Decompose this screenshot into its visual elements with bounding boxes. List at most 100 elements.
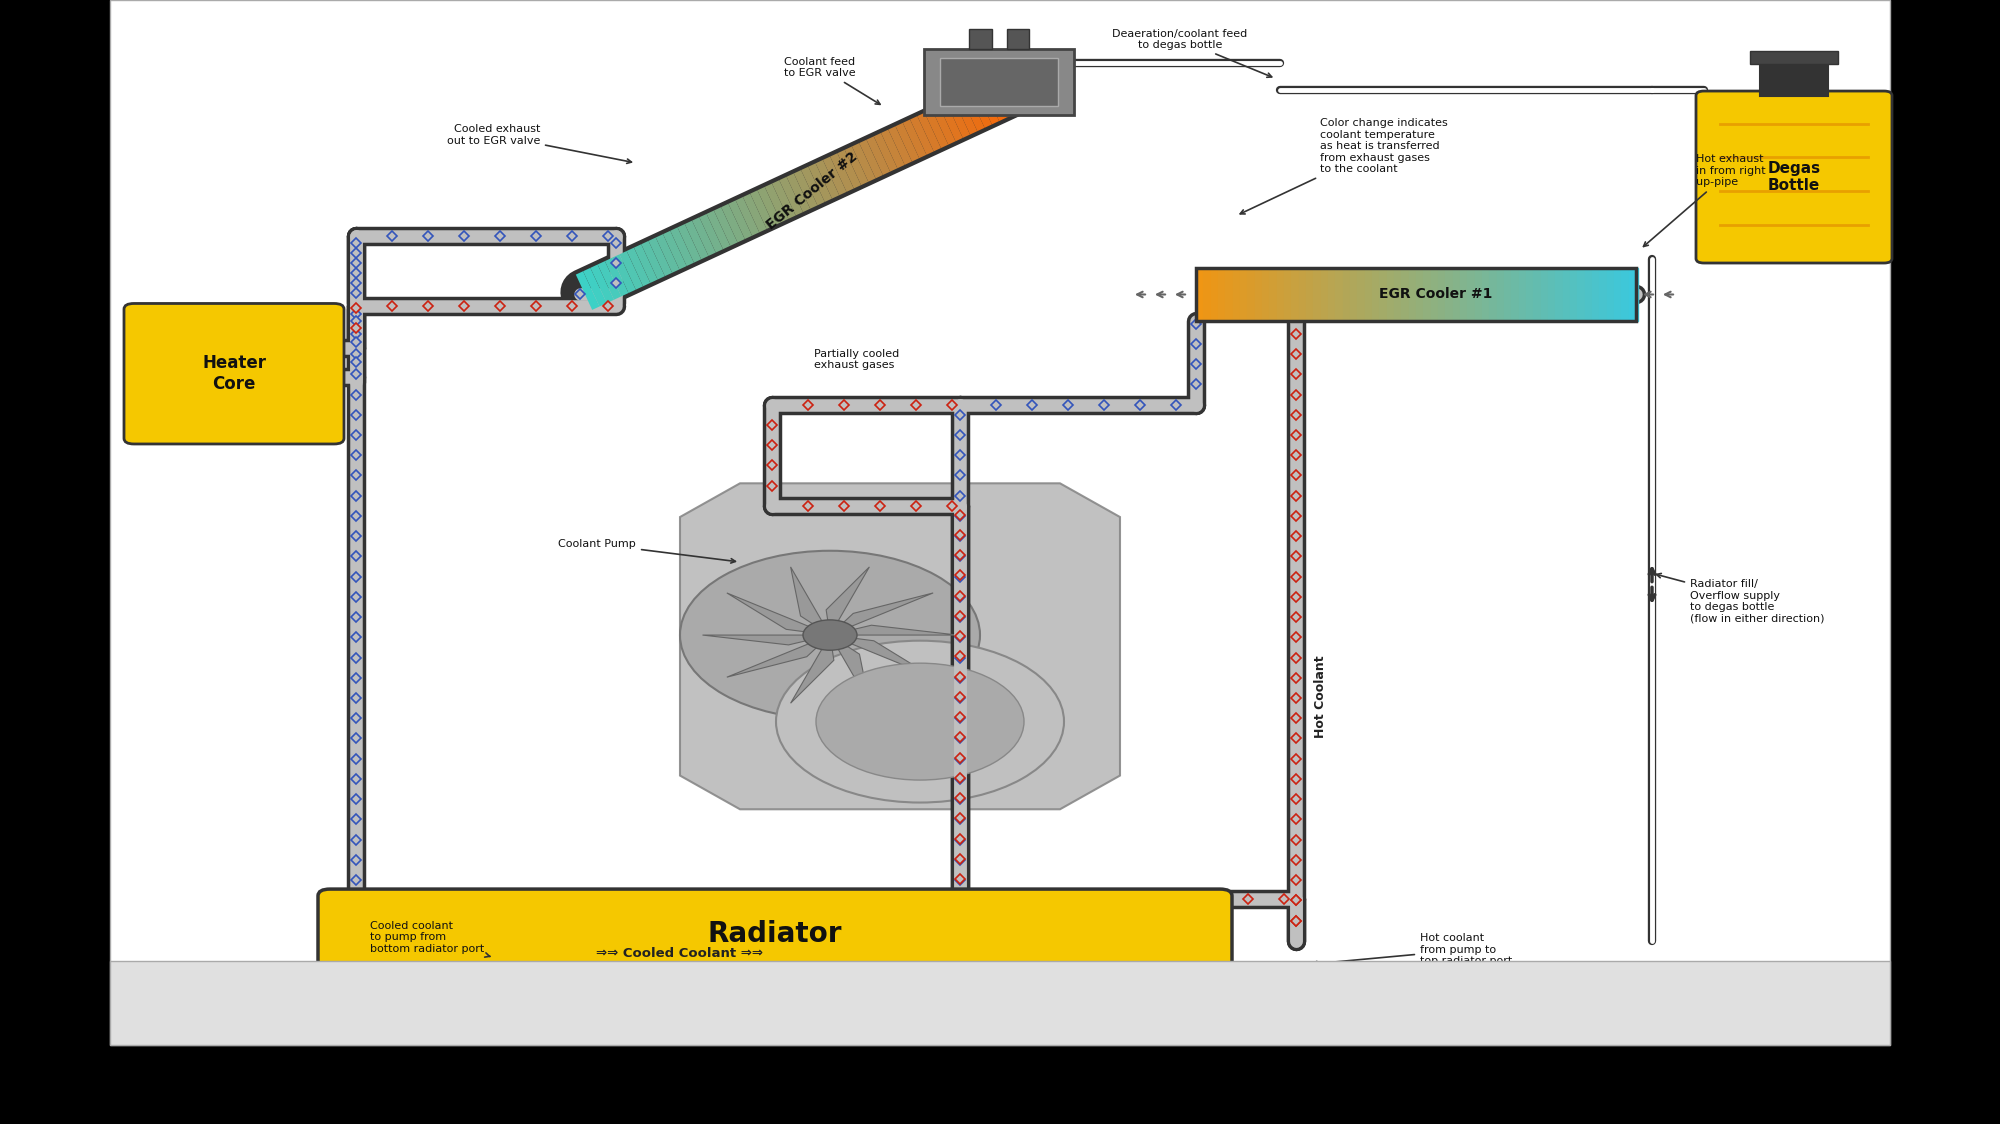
Circle shape — [804, 620, 856, 650]
Text: Cooling System Flow: External Flow: Cooling System Flow: External Flow — [170, 1017, 476, 1033]
Polygon shape — [726, 593, 830, 635]
Bar — [1562, 268, 1572, 321]
Bar — [1600, 268, 1608, 321]
FancyBboxPatch shape — [1696, 91, 1892, 263]
Text: Cooled coolant
to pump from
bottom radiator port: Cooled coolant to pump from bottom radia… — [370, 921, 490, 958]
Bar — [1248, 268, 1256, 321]
Circle shape — [816, 663, 1024, 780]
Bar — [1350, 268, 1360, 321]
Bar — [1548, 268, 1558, 321]
Text: Coolant Pump: Coolant Pump — [558, 540, 736, 563]
Bar — [1254, 268, 1264, 321]
Polygon shape — [726, 635, 830, 677]
Bar — [1364, 268, 1374, 321]
Text: ⇒⇒ Cooled Coolant ⇒⇒: ⇒⇒ Cooled Coolant ⇒⇒ — [596, 946, 764, 960]
Circle shape — [776, 641, 1064, 803]
Bar — [1320, 268, 1330, 321]
Bar — [1490, 268, 1498, 321]
Bar — [1240, 268, 1250, 321]
Bar — [1298, 268, 1308, 321]
Bar — [1512, 268, 1520, 321]
Bar — [1446, 268, 1454, 321]
Bar — [924, 49, 1074, 115]
Bar — [1540, 268, 1550, 321]
Bar — [1534, 268, 1542, 321]
Text: Heater
Core: Heater Core — [202, 354, 266, 393]
Bar — [1328, 268, 1338, 321]
Bar — [1628, 268, 1638, 321]
Text: Hot Coolant: Hot Coolant — [1314, 655, 1326, 738]
Bar — [1424, 268, 1432, 321]
Bar — [1606, 268, 1616, 321]
Text: Partially cooled
exhaust gases: Partially cooled exhaust gases — [814, 348, 900, 371]
Text: Cooled exhaust
out to EGR valve: Cooled exhaust out to EGR valve — [446, 124, 632, 163]
Polygon shape — [830, 635, 934, 677]
Bar — [1306, 268, 1316, 321]
Bar — [1496, 268, 1506, 321]
Bar — [1284, 268, 1294, 321]
Polygon shape — [830, 625, 958, 635]
Text: Color change indicates
coolant temperature
as heat is transferred
from exhaust g: Color change indicates coolant temperatu… — [1240, 118, 1448, 214]
Polygon shape — [790, 566, 830, 635]
Bar — [1402, 268, 1410, 321]
Bar — [1622, 268, 1630, 321]
Bar — [1482, 268, 1492, 321]
Bar — [1336, 268, 1344, 321]
Bar — [1358, 268, 1366, 321]
Bar — [1394, 268, 1404, 321]
Bar — [1196, 268, 1206, 321]
Bar — [1468, 268, 1476, 321]
Text: Coolant feed
to EGR valve: Coolant feed to EGR valve — [784, 56, 880, 105]
Bar — [1210, 268, 1220, 321]
Bar — [1372, 268, 1382, 321]
Text: Radiator: Radiator — [708, 921, 842, 948]
Bar — [1504, 268, 1514, 321]
Bar — [1270, 268, 1278, 321]
Text: Degas
Bottle: Degas Bottle — [1768, 161, 1820, 193]
FancyBboxPatch shape — [318, 889, 1232, 979]
Bar — [1262, 268, 1272, 321]
Bar — [1006, 29, 1028, 49]
Bar — [1196, 268, 1636, 321]
Bar — [1526, 268, 1536, 321]
Bar — [1556, 268, 1564, 321]
Bar — [1592, 268, 1602, 321]
Bar — [1584, 268, 1594, 321]
Bar — [1750, 51, 1838, 64]
Bar — [970, 29, 992, 49]
Bar — [1518, 268, 1528, 321]
Bar — [1204, 268, 1212, 321]
Bar — [1342, 268, 1352, 321]
Text: Hot coolant
from pump to
top radiator port: Hot coolant from pump to top radiator po… — [1312, 933, 1512, 967]
Bar — [1226, 268, 1234, 321]
Polygon shape — [680, 483, 1120, 809]
Bar — [1416, 268, 1426, 321]
Bar — [1460, 268, 1470, 321]
Bar — [1232, 268, 1242, 321]
Polygon shape — [826, 566, 870, 635]
FancyBboxPatch shape — [124, 303, 344, 444]
Bar — [1474, 268, 1484, 321]
Bar — [1760, 64, 1828, 96]
Bar — [1438, 268, 1448, 321]
Text: EGR Cooler #2: EGR Cooler #2 — [764, 149, 860, 233]
Text: Hot exhaust
in from right
up-pipe: Hot exhaust in from right up-pipe — [1644, 154, 1766, 246]
Polygon shape — [830, 593, 934, 635]
Bar — [1408, 268, 1418, 321]
Bar — [1386, 268, 1396, 321]
Polygon shape — [790, 635, 834, 704]
Text: Deaeration/coolant feed
to degas bottle: Deaeration/coolant feed to degas bottle — [1112, 28, 1272, 78]
Text: Radiator fill/
Overflow supply
to degas bottle
(flow in either direction): Radiator fill/ Overflow supply to degas … — [1656, 573, 1824, 624]
Circle shape — [680, 551, 980, 719]
Bar — [1276, 268, 1286, 321]
Bar — [1292, 268, 1300, 321]
Text: EGR Cooler #1: EGR Cooler #1 — [1380, 288, 1492, 301]
Polygon shape — [830, 635, 870, 704]
Bar — [1614, 268, 1624, 321]
Bar — [1314, 268, 1322, 321]
Bar — [1218, 268, 1228, 321]
Bar — [940, 58, 1058, 106]
Polygon shape — [702, 635, 830, 645]
Bar — [1380, 268, 1388, 321]
Bar — [1570, 268, 1580, 321]
